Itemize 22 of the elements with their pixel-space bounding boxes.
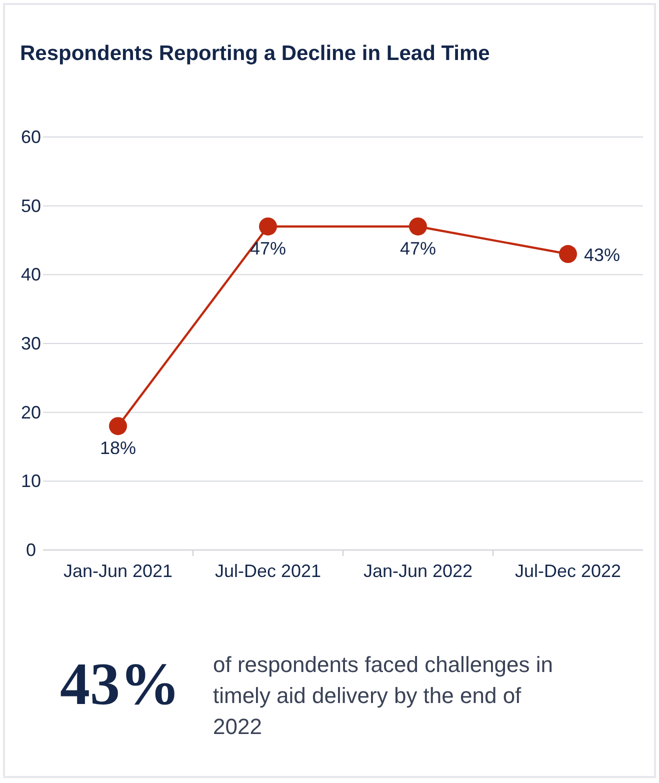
point — [109, 417, 127, 436]
y-tick-label: 0 — [26, 540, 36, 560]
y-tick-label: 30 — [20, 334, 42, 354]
point — [559, 245, 577, 264]
y-tick-label: 20 — [20, 402, 42, 422]
y-tick-label: 50 — [20, 196, 42, 216]
data-label: 43% — [584, 245, 620, 266]
x-tick-label: Jan-Jun 2022 — [363, 561, 473, 581]
x-tick-label: Jul-Dec 2022 — [514, 561, 622, 581]
point — [409, 217, 427, 236]
text: of respondents faced challenges in timely aid delivery by the end of 2022 — [213, 652, 554, 739]
x-tick-label: Jan-Jun 2021 — [63, 561, 173, 581]
y-tick-label: 10 — [20, 471, 42, 492]
data-label: 18% — [100, 438, 136, 458]
chart-title: Respondents Reporting a Decline in Lead Time — [20, 42, 490, 65]
data-label: 47% — [250, 238, 286, 258]
y-tick-label: 40 — [20, 264, 42, 285]
text: 43% — [60, 651, 180, 717]
x-tick-label: Jul-Dec 2021 — [214, 561, 322, 581]
data-label: 47% — [400, 238, 436, 258]
y-tick-label: 60 — [20, 127, 42, 147]
point — [259, 217, 277, 236]
